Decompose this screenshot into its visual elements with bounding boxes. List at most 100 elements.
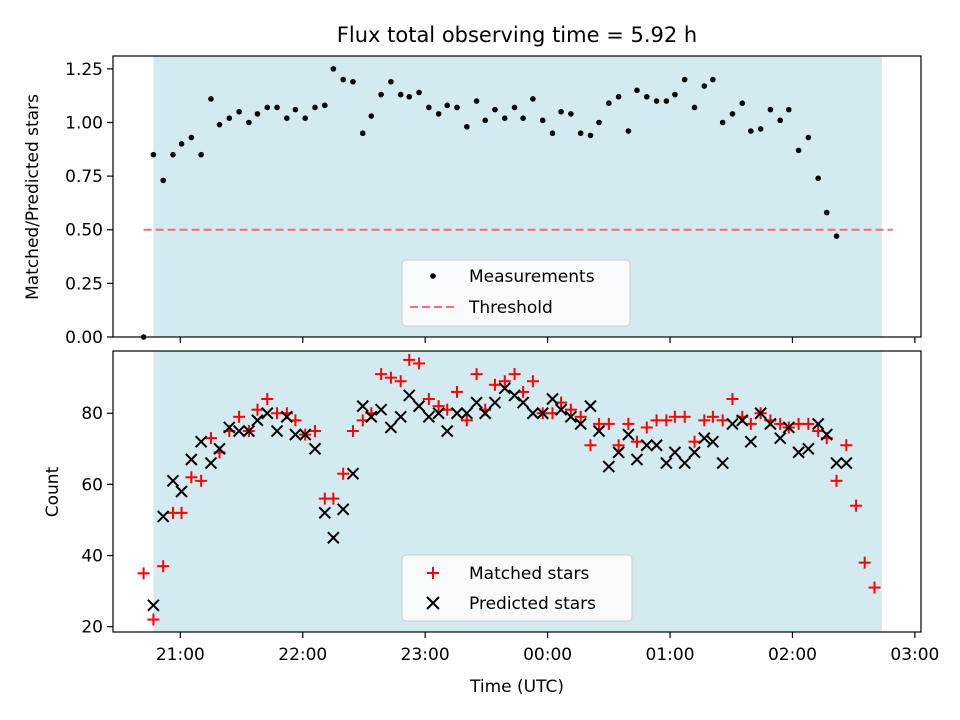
predicted-star-point [175,485,188,498]
measurement-point [473,98,480,104]
top-legend-box [401,259,631,327]
matched-star-point [432,400,445,413]
predicted-star-point [336,503,350,516]
predicted-star-point [318,506,332,520]
predicted-star-point [298,428,312,441]
matched-star-point [716,414,729,427]
predicted-star-point [204,456,218,470]
bottom-x-tick-label: 00:00 [523,645,572,665]
matched-star-point [346,425,359,438]
predicted-star-point [374,403,388,416]
measurement-point [160,177,166,184]
legend-threshold-label: Threshold [468,298,553,318]
predicted-star-point [802,442,815,456]
predicted-star-point [432,407,445,420]
matched-star-point [564,403,577,416]
measurement-point [729,111,736,117]
top-x-ticks [179,337,916,343]
predicted-star-point [213,442,226,456]
matched-star-point [802,417,815,430]
matched-star-point [384,371,397,384]
predicted-star-point [820,428,833,441]
matched-star-point [413,357,426,370]
measurement-point [653,98,660,104]
predicted-star-point [488,396,502,409]
predicted-stars-points [147,382,853,612]
measurement-point [520,115,526,122]
measurement-point [558,108,564,115]
measurement-point [805,134,812,141]
predicted-star-point [166,474,180,488]
predicted-star-point [470,396,483,409]
measurement-point [681,76,688,83]
matched-star-point [698,414,711,427]
predicted-star-point [516,396,530,409]
predicted-star-point [478,407,492,420]
measurement-point [226,115,233,122]
measurement-point [321,102,328,109]
bottom-y-tick-label: 20 [81,618,103,638]
measurement-point [795,147,802,154]
measurement-point [785,106,792,113]
predicted-star-point [754,407,767,420]
predicted-star-point [185,453,198,466]
matched-star-point [327,492,340,505]
measurement-point [368,113,375,119]
top-plot-frame [112,55,922,338]
measurement-point [454,104,460,111]
predicted-star-point [441,424,454,438]
bottom-x-tick-label: 22:00 [278,645,327,665]
top-y-tick-label: 0.50 [65,221,103,241]
top-y-tick-label: 0.00 [65,328,103,348]
measurement-point [492,106,498,113]
predicted-star-point [346,467,360,480]
matched-star-point [157,560,170,573]
measurement-point [501,115,508,122]
matched-star-point [261,393,274,406]
bottom-y-tick-label: 80 [81,404,103,424]
matched-star-point [858,556,871,569]
matched-star-point [630,435,643,448]
predicted-star-point [640,439,653,452]
measurement-point [178,141,185,147]
measurement-point [511,104,518,111]
matched-star-point [640,421,653,434]
matched-star-point [868,581,881,594]
predicted-star-point [356,399,369,413]
measurement-point [150,151,157,158]
legend-predicted-label: Predicted stars [469,594,596,614]
matched-star-point [830,474,843,487]
matched-star-point [403,353,416,366]
measurement-point [701,83,708,89]
predicted-star-point [251,414,264,427]
matched-star-point [706,410,719,423]
measurement-point [615,93,622,100]
predicted-star-point [716,456,729,470]
matched-star-point [850,499,863,512]
top-y-tick-label: 1.25 [65,60,103,80]
matched-star-point [337,467,350,480]
measurement-point [406,93,413,100]
predicted-star-point [508,389,521,402]
predicted-star-point [698,431,711,445]
matched-star-point [688,435,701,448]
measurement-point [340,76,346,83]
predicted-star-point [564,410,578,424]
matched-star-point [451,385,464,398]
matched-star-point [195,474,208,487]
predicted-star-point [147,599,160,612]
predicted-star-point [688,446,701,459]
measurement-point [568,111,574,117]
predicted-star-point [223,421,236,434]
measurement-point [188,134,195,141]
measurement-point [691,104,698,111]
measurement-point [748,128,754,134]
matched-star-point [508,368,521,381]
measurement-point [426,104,432,111]
measurement-point [482,117,488,124]
predicted-star-point [774,431,787,445]
measurement-point [359,130,366,137]
measurement-point [530,96,536,102]
predicted-star-point [660,456,673,470]
measurement-point [577,130,584,137]
